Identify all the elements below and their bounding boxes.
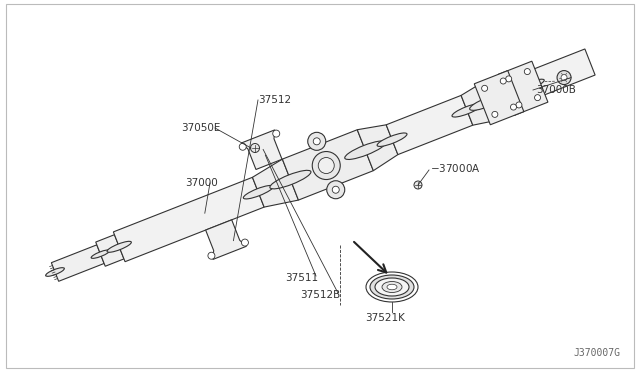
- Text: 37512B: 37512B: [300, 290, 340, 300]
- Polygon shape: [241, 130, 282, 170]
- Circle shape: [482, 85, 488, 91]
- Ellipse shape: [491, 85, 529, 102]
- Ellipse shape: [332, 186, 339, 193]
- Ellipse shape: [270, 170, 311, 189]
- Ellipse shape: [313, 138, 320, 145]
- Polygon shape: [386, 95, 473, 155]
- Polygon shape: [51, 245, 104, 281]
- Circle shape: [511, 104, 516, 110]
- Polygon shape: [461, 83, 495, 125]
- Polygon shape: [499, 61, 548, 115]
- Ellipse shape: [452, 103, 482, 117]
- Ellipse shape: [377, 133, 407, 147]
- Text: $\mathsf{-37000A}$: $\mathsf{-37000A}$: [430, 162, 481, 174]
- Ellipse shape: [561, 74, 567, 81]
- Text: 37521K: 37521K: [365, 313, 405, 323]
- Ellipse shape: [318, 157, 334, 173]
- Text: 37512: 37512: [258, 95, 291, 105]
- Circle shape: [534, 94, 541, 101]
- Text: 37511: 37511: [285, 273, 319, 283]
- Circle shape: [492, 111, 498, 118]
- Circle shape: [524, 68, 531, 74]
- Polygon shape: [357, 125, 398, 171]
- Ellipse shape: [91, 250, 110, 259]
- Circle shape: [500, 78, 506, 84]
- Polygon shape: [474, 71, 524, 125]
- Ellipse shape: [107, 241, 131, 252]
- Ellipse shape: [414, 181, 422, 189]
- Circle shape: [239, 143, 246, 150]
- Circle shape: [208, 252, 215, 259]
- Ellipse shape: [250, 144, 259, 153]
- Polygon shape: [526, 49, 595, 98]
- Ellipse shape: [45, 268, 65, 276]
- Circle shape: [273, 130, 280, 137]
- Ellipse shape: [387, 284, 397, 290]
- Text: 37050E: 37050E: [181, 123, 220, 133]
- Text: 37000: 37000: [185, 178, 218, 188]
- Polygon shape: [502, 70, 537, 112]
- Text: 37000B: 37000B: [536, 85, 576, 95]
- Polygon shape: [205, 220, 246, 259]
- Ellipse shape: [470, 93, 507, 110]
- Ellipse shape: [518, 79, 544, 91]
- Circle shape: [506, 76, 512, 82]
- Ellipse shape: [375, 278, 409, 296]
- Circle shape: [241, 239, 248, 246]
- Polygon shape: [282, 130, 373, 200]
- Ellipse shape: [345, 141, 386, 160]
- Ellipse shape: [366, 272, 418, 302]
- Polygon shape: [113, 177, 264, 262]
- Ellipse shape: [312, 151, 340, 180]
- Polygon shape: [481, 75, 517, 121]
- Ellipse shape: [557, 71, 571, 84]
- Ellipse shape: [327, 181, 345, 199]
- Ellipse shape: [243, 186, 273, 199]
- Polygon shape: [252, 159, 298, 207]
- Ellipse shape: [370, 275, 414, 299]
- Polygon shape: [96, 235, 124, 266]
- Ellipse shape: [382, 282, 402, 292]
- Text: J370007G: J370007G: [573, 348, 620, 358]
- Ellipse shape: [308, 132, 326, 150]
- Circle shape: [516, 102, 522, 108]
